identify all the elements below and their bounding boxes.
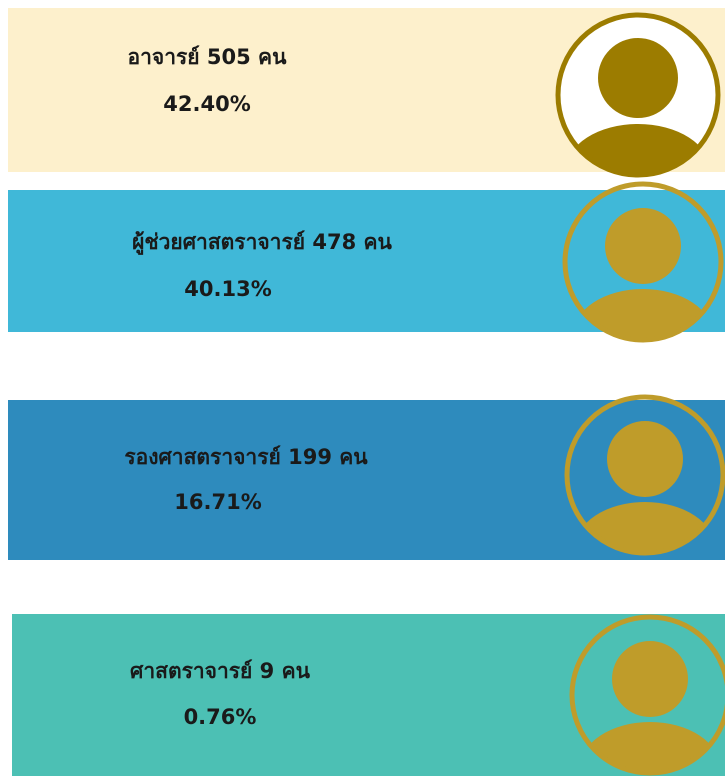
card-label: ผู้ช่วยศาสตราจารย์ 478 คน xyxy=(132,230,392,256)
card-percent: 42.40% xyxy=(163,92,250,116)
card-percent: 0.76% xyxy=(184,705,257,729)
card-label: รองศาสตราจารย์ 199 คน xyxy=(124,445,368,469)
card: อาจารย์ 505 คน 42.40% xyxy=(8,8,725,178)
avatar xyxy=(569,614,725,776)
avatar xyxy=(555,12,721,178)
card: ศาสตราจารย์ 9 คน 0.76% xyxy=(12,614,725,776)
card: ผู้ช่วยศาสตราจารย์ 478 คน 40.13% xyxy=(8,181,725,343)
card: รองศาสตราจารย์ 199 คน 16.71% xyxy=(8,394,725,560)
card-label: ศาสตราจารย์ 9 คน xyxy=(130,659,311,683)
card-percent: 16.71% xyxy=(174,490,261,514)
avatar xyxy=(564,394,725,556)
card-label: อาจารย์ 505 คน xyxy=(128,45,288,69)
avatar xyxy=(562,181,724,343)
card-percent: 40.13% xyxy=(184,277,271,301)
